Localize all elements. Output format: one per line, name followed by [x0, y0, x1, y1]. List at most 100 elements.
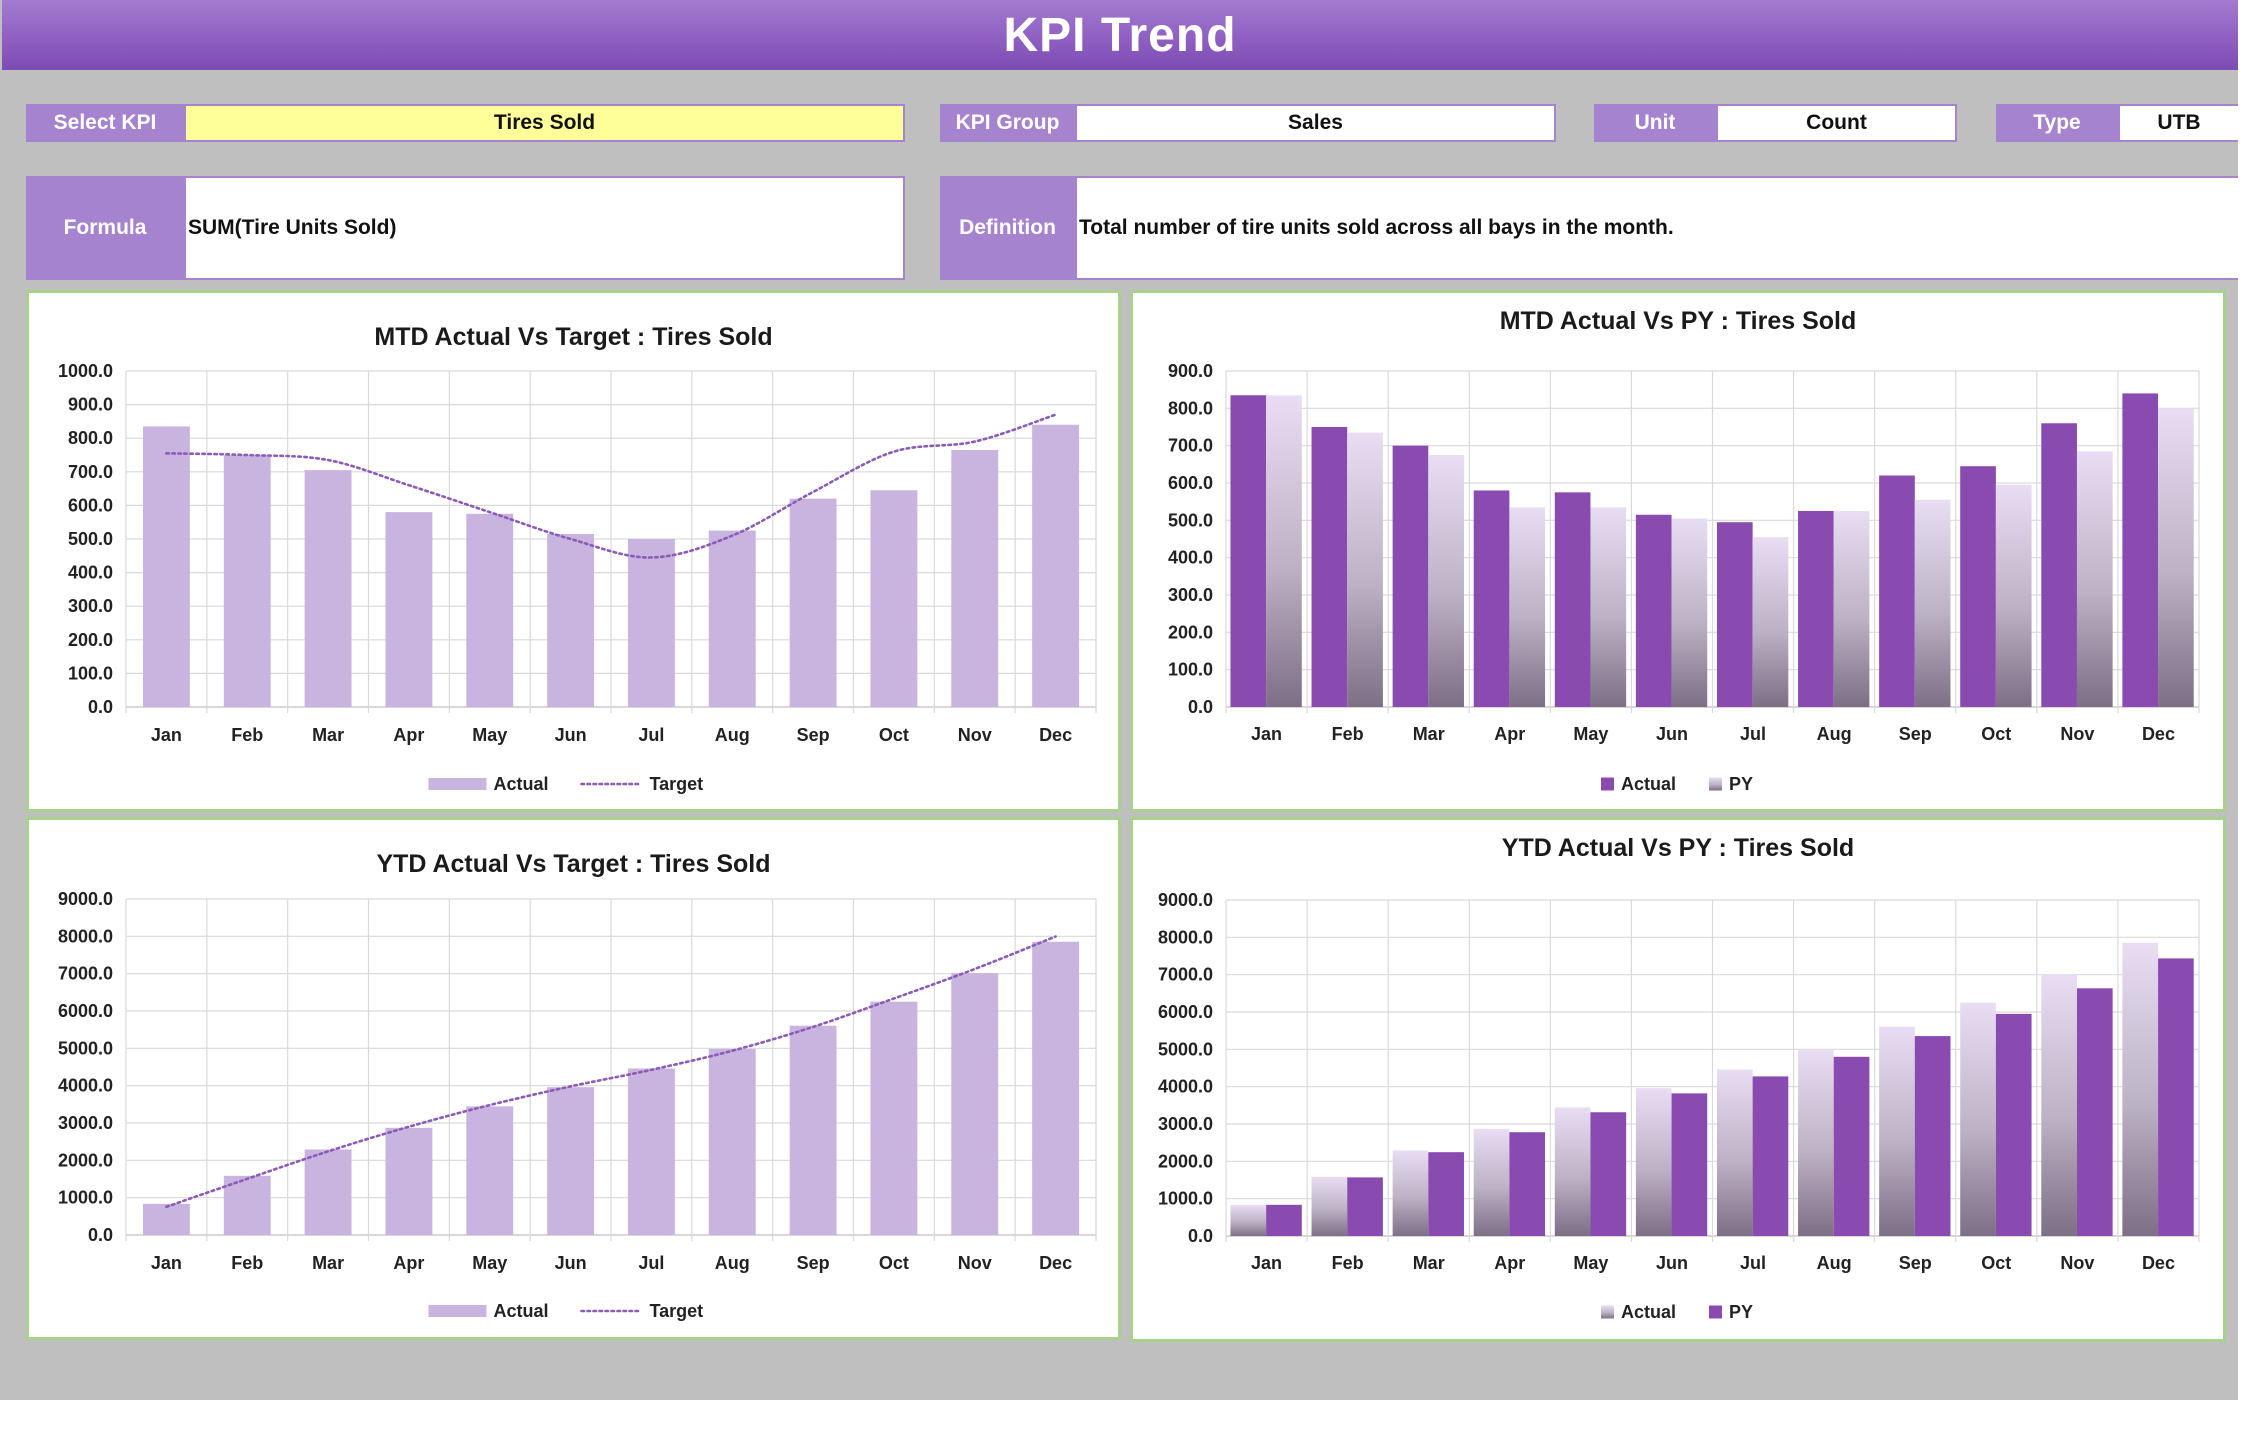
- bar-py-jul: [1752, 1076, 1789, 1236]
- y-tick-label: 500.0: [68, 529, 113, 549]
- x-tick-label-oct: Oct: [879, 725, 909, 745]
- bar-py-feb: [1347, 1177, 1383, 1236]
- x-tick-label-apr: Apr: [393, 1253, 424, 1273]
- y-tick-label: 0.0: [88, 697, 113, 717]
- x-tick-label-feb: Feb: [1332, 1253, 1364, 1273]
- legend-label-actual: Actual: [1621, 774, 1676, 794]
- legend-swatch-py: [1709, 1305, 1722, 1319]
- x-tick-label-oct: Oct: [1981, 724, 2011, 744]
- bar-actual-sep: [1879, 1026, 1915, 1236]
- bar-actual-dec: [1032, 941, 1080, 1235]
- bar-actual-jul: [627, 539, 675, 707]
- legend-label-target: Target: [650, 774, 704, 794]
- x-tick-label-may: May: [1573, 1253, 1608, 1273]
- bar-actual-aug: [708, 1048, 756, 1235]
- bar-actual-jun: [1635, 514, 1672, 707]
- line-target: [165, 413, 1057, 559]
- x-tick-label-jan: Jan: [1251, 1253, 1282, 1273]
- chart-title: MTD Actual Vs Target : Tires Sold: [374, 323, 772, 351]
- y-tick-label: 700.0: [68, 462, 113, 482]
- legend-swatch-actual: [428, 1305, 487, 1317]
- y-tick-label: 300.0: [68, 596, 113, 616]
- bar-actual-nov: [951, 449, 999, 707]
- x-tick-label-may: May: [1573, 724, 1608, 744]
- chart-mtd-actual-vs-target: MTD Actual Vs Target : Tires Sold 0.0 100.…: [26, 290, 1121, 812]
- bar-actual-mar: [1392, 1150, 1429, 1236]
- x-tick-label-aug: Aug: [715, 1253, 750, 1273]
- x-tick-label-dec: Dec: [2142, 724, 2175, 744]
- bar-actual-may: [1554, 1107, 1591, 1236]
- chart-mtd-target-svg: MTD Actual Vs Target : Tires Sold 0.0 100.…: [58, 323, 1097, 794]
- y-tick-label: 2000.0: [58, 1150, 113, 1170]
- x-tick-label-mar: Mar: [312, 725, 344, 745]
- y-tick-label: 9000.0: [1158, 890, 1213, 910]
- bar-actual-apr: [385, 1127, 433, 1235]
- bar-py-mar: [1428, 1152, 1464, 1236]
- bar-actual-jan: [1230, 1204, 1267, 1236]
- y-tick-label: 1000.0: [1158, 1189, 1213, 1209]
- bar-py-oct: [1995, 1013, 2032, 1236]
- bar-actual-mar: [304, 470, 352, 707]
- bar-py-jan: [1266, 395, 1302, 707]
- bar-py-feb: [1347, 432, 1383, 707]
- definition-value: Total number of tire units sold across a…: [1075, 176, 2238, 280]
- x-tick-label-jul: Jul: [638, 725, 664, 745]
- chart-ytd-actual-vs-py: YTD Actual Vs PY : Tires Sold 0.0 1000.0 20…: [1130, 817, 2226, 1342]
- x-tick-label-aug: Aug: [1817, 724, 1852, 744]
- x-tick-label-nov: Nov: [2060, 1253, 2094, 1273]
- x-tick-label-nov: Nov: [958, 725, 992, 745]
- x-tick-label-jun: Jun: [555, 1253, 587, 1273]
- bar-py-apr: [1509, 1132, 1546, 1236]
- x-tick-label-sep: Sep: [797, 725, 830, 745]
- x-tick-label-oct: Oct: [879, 1253, 909, 1273]
- legend-label-actual: Actual: [494, 1301, 549, 1321]
- y-tick-label: 0.0: [88, 1225, 113, 1245]
- y-tick-label: 1000.0: [58, 1188, 113, 1208]
- y-tick-label: 9000.0: [58, 889, 113, 909]
- y-tick-label: 200.0: [1168, 622, 1213, 642]
- select-kpi-dropdown[interactable]: Tires Sold: [184, 104, 905, 142]
- type-value: UTB: [2118, 104, 2238, 142]
- bar-actual-feb: [223, 455, 271, 707]
- bar-actual-nov: [2041, 974, 2077, 1236]
- y-tick-label: 600.0: [68, 495, 113, 515]
- y-tick-label: 100.0: [68, 663, 113, 683]
- x-tick-label-feb: Feb: [231, 725, 263, 745]
- chart-legend: Actual PY: [1601, 774, 1753, 794]
- x-tick-label-apr: Apr: [1494, 724, 1525, 744]
- bar-actual-dec: [2122, 942, 2159, 1236]
- y-tick-label: 4000.0: [58, 1076, 113, 1096]
- x-tick-label-may: May: [472, 725, 507, 745]
- y-tick-label: 3000.0: [58, 1113, 113, 1133]
- bar-actual-jul: [627, 1068, 675, 1235]
- bar-py-may: [1590, 1112, 1627, 1236]
- y-tick-label: 3000.0: [1158, 1114, 1213, 1134]
- bar-py-nov: [2076, 451, 2113, 707]
- bar-py-oct: [1995, 484, 2032, 707]
- chart-title: MTD Actual Vs PY : Tires Sold: [1500, 307, 1857, 335]
- bar-actual-dec: [1032, 424, 1080, 707]
- legend-swatch-actual: [1601, 777, 1614, 791]
- x-tick-label-nov: Nov: [958, 1253, 992, 1273]
- x-tick-label-dec: Dec: [1039, 1253, 1072, 1273]
- chart-legend: Actual Target: [428, 1301, 703, 1321]
- bar-actual-oct: [1960, 1002, 1996, 1236]
- select-kpi-label: Select KPI: [26, 104, 184, 142]
- bar-actual-sep: [789, 498, 837, 707]
- bar-actual-sep: [789, 1025, 837, 1235]
- y-tick-label: 800.0: [68, 428, 113, 448]
- y-tick-label: 7000.0: [58, 964, 113, 984]
- page-title: KPI Trend: [2, 0, 2238, 70]
- bar-actual-sep: [1879, 475, 1915, 707]
- x-tick-label-sep: Sep: [1899, 1253, 1932, 1273]
- formula-value: SUM(Tire Units Sold): [184, 176, 905, 280]
- x-tick-label-jan: Jan: [151, 1253, 182, 1273]
- chart-title: YTD Actual Vs PY : Tires Sold: [1502, 834, 1854, 862]
- bar-actual-jun: [547, 1087, 595, 1235]
- bar-py-nov: [2076, 988, 2113, 1236]
- bar-py-aug: [1833, 1056, 1870, 1236]
- x-tick-label-jun: Jun: [555, 725, 587, 745]
- bar-py-dec: [2158, 408, 2194, 707]
- x-tick-label-mar: Mar: [312, 1253, 344, 1273]
- bar-actual-jun: [1635, 1088, 1672, 1236]
